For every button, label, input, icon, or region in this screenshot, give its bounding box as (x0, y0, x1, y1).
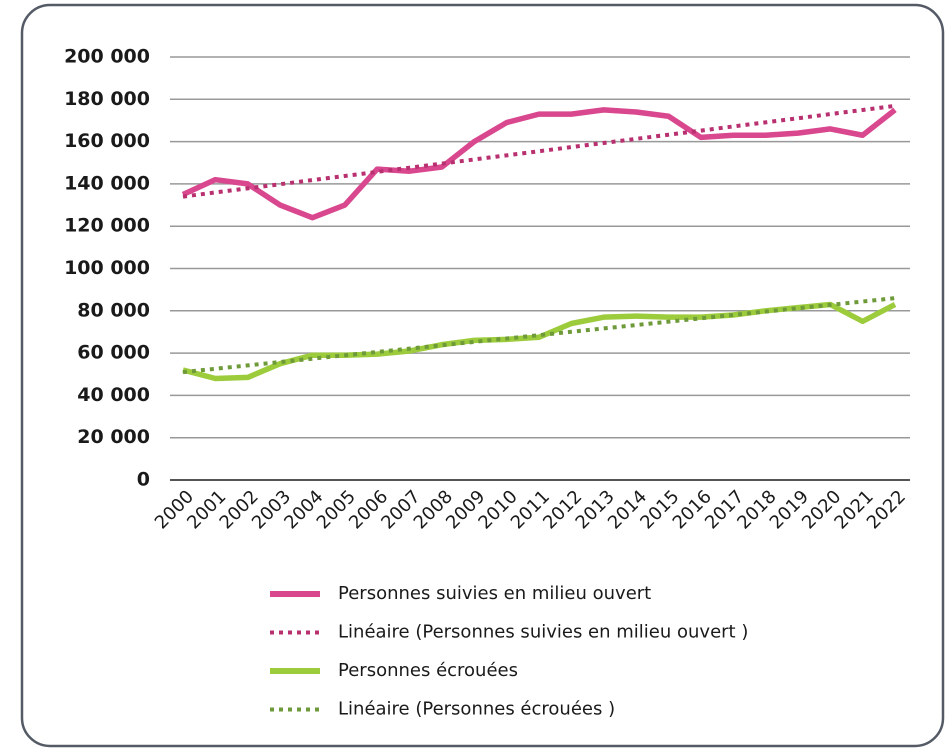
y-tick-label: 40 000 (77, 384, 150, 406)
line (181, 107, 897, 221)
y-tick-label: 60 000 (77, 342, 150, 364)
y-tick-label: 80 000 (77, 299, 150, 321)
y-tick-label: 200 000 (64, 46, 150, 68)
y-tick-label: 120 000 (64, 215, 150, 237)
y-tick-label: 160 000 (64, 130, 150, 152)
legend-label: Personnes suivies en milieu ouvert (338, 583, 651, 604)
legend-label: Personnes écrouées (338, 660, 518, 681)
y-tick-label: 100 000 (64, 257, 150, 279)
y-tick-label: 0 (137, 469, 150, 491)
frame (20, 3, 945, 748)
y-tick-label: 180 000 (64, 88, 150, 110)
legend-label: Linéaire (Personnes suivies en milieu ou… (338, 622, 748, 643)
y-tick-label: 20 000 (77, 426, 150, 448)
trend-line (182, 103, 896, 199)
legend-label: Linéaire (Personnes écrouées ) (338, 699, 615, 720)
y-tick-label: 140 000 (64, 172, 150, 194)
trend-line (182, 296, 896, 375)
